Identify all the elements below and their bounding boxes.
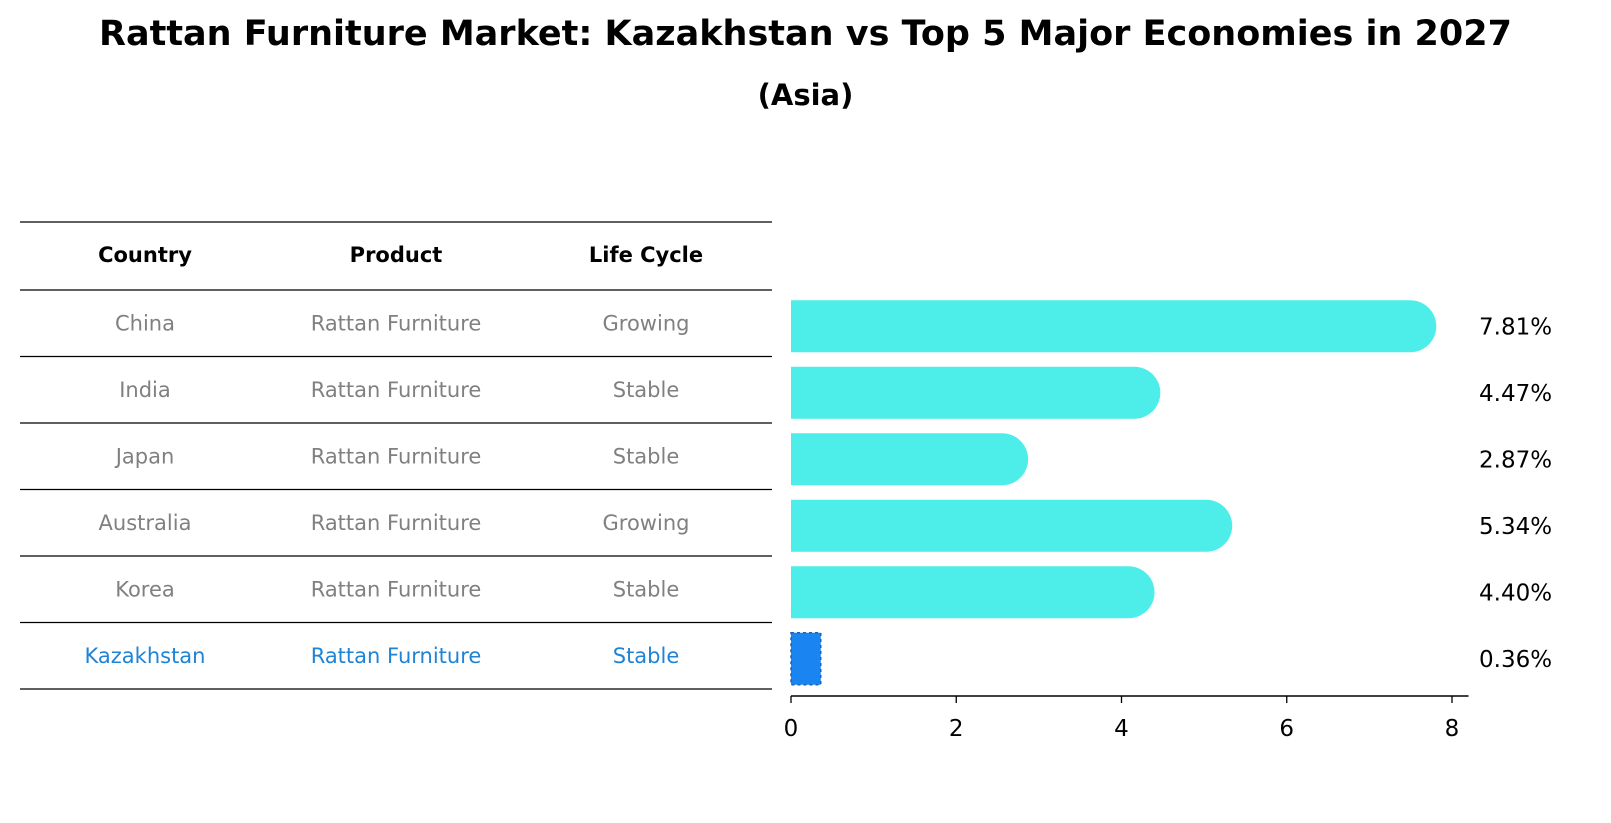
- x-tick-label: 8: [1445, 716, 1460, 742]
- table-cell-life-cycle: Growing: [603, 311, 690, 335]
- table-header-life-cycle: Life Cycle: [589, 243, 703, 267]
- table-cell-country: India: [119, 378, 171, 402]
- x-tick-label: 2: [949, 716, 964, 742]
- bar-value-label: 2.87%: [1479, 447, 1552, 473]
- bar-value-label: 5.34%: [1479, 514, 1552, 540]
- bar-australia: [791, 499, 1233, 552]
- table-header-product: Product: [350, 243, 443, 267]
- table-cell-product: Rattan Furniture: [311, 444, 482, 468]
- table-cell-product: Rattan Furniture: [311, 311, 482, 335]
- chart-subtitle: (Asia): [757, 78, 854, 112]
- x-tick-label: 4: [1114, 716, 1129, 742]
- table-cell-life-cycle: Stable: [613, 577, 680, 601]
- chart-title: Rattan Furniture Market: Kazakhstan vs T…: [99, 14, 1512, 54]
- table-cell-country: China: [115, 311, 175, 335]
- table-cell-product: Rattan Furniture: [311, 577, 482, 601]
- table-cell-product: Rattan Furniture: [311, 378, 482, 402]
- table-cell-life-cycle: Stable: [613, 444, 680, 468]
- table-cell-life-cycle: Growing: [603, 511, 690, 535]
- bar-kazakhstan: [790, 632, 822, 686]
- table-cell-country: Japan: [114, 444, 175, 468]
- bar-india: [791, 366, 1161, 419]
- x-tick-label: 6: [1279, 716, 1294, 742]
- bar-china: [791, 300, 1437, 353]
- table-cell-product: Rattan Furniture: [311, 511, 482, 535]
- bar-value-label: 7.81%: [1479, 314, 1552, 340]
- bar-value-label: 4.40%: [1479, 580, 1552, 606]
- table-cell-life-cycle: Stable: [613, 378, 680, 402]
- table-cell-country: Korea: [115, 577, 175, 601]
- bar-japan: [791, 433, 1029, 486]
- bar-korea: [791, 566, 1155, 619]
- bar-value-label: 0.36%: [1479, 647, 1552, 673]
- table-cell-country: Australia: [99, 511, 192, 535]
- bar-value-label: 4.47%: [1479, 381, 1552, 407]
- x-tick-label: 0: [784, 716, 799, 742]
- table-header-country: Country: [98, 243, 192, 267]
- table-cell-country: Kazakhstan: [85, 644, 206, 668]
- table-cell-product: Rattan Furniture: [311, 644, 482, 668]
- table-cell-life-cycle: Stable: [613, 644, 680, 668]
